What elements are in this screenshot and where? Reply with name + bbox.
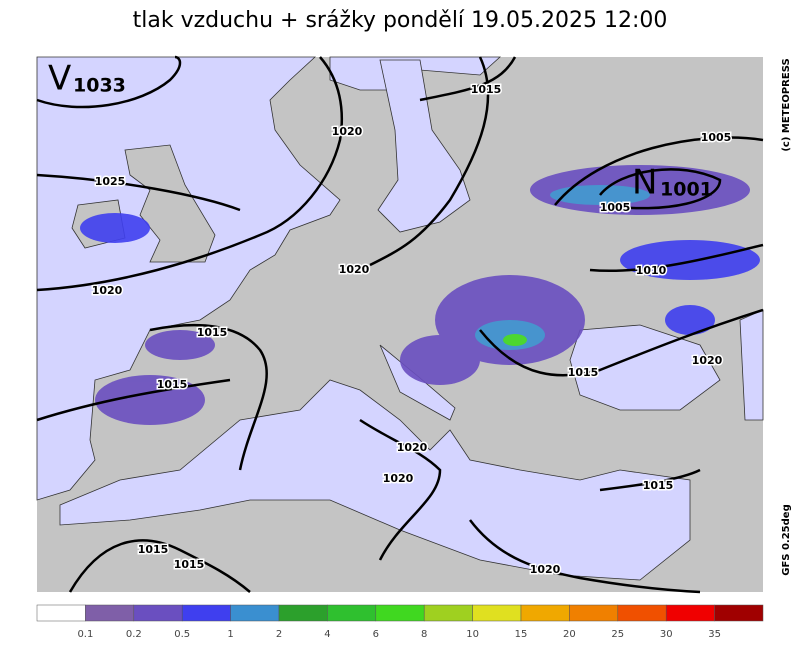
isobar-label: 1005 [600,201,631,214]
low-value: 1001 [660,179,713,201]
isobar-label: 1020 [383,472,414,485]
colorbar-label: 8 [421,629,427,640]
isobar-label: 1015 [568,366,599,379]
isobar-label: 1015 [174,558,205,571]
isobar-label: 1010 [636,264,667,277]
colorbar-swatch [181,604,231,622]
colorbar-label: 2 [276,629,282,640]
colorbar-label: 15 [515,629,528,640]
colorbar-label: 35 [708,629,721,640]
colorbar-swatch [327,604,377,622]
colorbar-label: 6 [373,629,379,640]
isobar-label: 1015 [471,83,502,96]
colorbar-swatch [133,604,183,622]
colorbar-swatch [36,604,86,622]
colorbar-swatch [520,604,570,622]
isobar-label: 1020 [339,263,370,276]
mediterranean [59,379,691,581]
colorbar-swatch [278,604,328,622]
low-letter: N [632,163,657,203]
colorbar-label: 0.1 [77,629,93,640]
colorbar-label: 0.2 [126,629,142,640]
colorbar-swatch [375,604,425,622]
colorbar-label: 20 [563,629,576,640]
isobar-labels: 1015 1020 1025 1020 1020 1015 1015 1015 1020 1020… [90,82,733,578]
atlantic [36,56,341,501]
model-info: GFS 0.25deg [781,504,792,576]
isobar-label: 1015 [197,326,228,339]
colorbar-swatch [85,604,135,622]
colorbar-label: 30 [660,629,673,640]
colorbar-swatch [617,604,667,622]
colorbar-label: 1 [227,629,233,640]
isobar-label: 1020 [692,354,723,367]
colorbar-swatch [423,604,473,622]
colorbar-label: 4 [324,629,330,640]
great-britain [124,144,216,263]
black-sea [569,324,721,411]
isobar-label: 1020 [92,284,123,297]
map-title: tlak vzduchu + srážky pondělí 19.05.2025… [133,8,668,33]
colorbar: 0.1 0.2 0.5 1 2 4 6 8 10 15 20 25 30 35 [36,604,764,640]
isobar-label: 1005 [701,131,732,144]
map [36,55,764,594]
isobar-label: 1020 [530,563,561,576]
high-letter: V [48,59,71,99]
colorbar-swatch [665,604,715,622]
colorbar-swatch [230,604,280,622]
copyright: (c) METEOPRESS [781,58,792,151]
colorbar-swatch [472,604,522,622]
colorbar-swatch [569,604,619,622]
isobar-label: 1020 [397,441,428,454]
colorbar-label: 0.5 [174,629,190,640]
isobar-label: 1015 [157,378,188,391]
isobar-label: 1015 [643,479,674,492]
isobars [36,55,764,594]
baltic [377,59,471,233]
colorbar-label: 10 [466,629,479,640]
colorbar-label: 25 [611,629,624,640]
isobar-label: 1020 [332,125,363,138]
high-value: 1033 [73,75,126,97]
colorbar-swatch [714,604,764,622]
isobar-label: 1015 [138,543,169,556]
isobar-label: 1025 [95,175,126,188]
